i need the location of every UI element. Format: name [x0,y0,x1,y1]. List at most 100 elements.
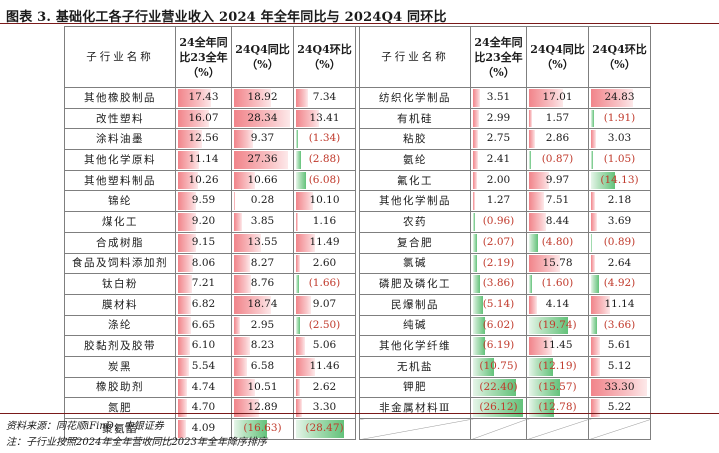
table-row: 其他塑料制品 10.26 10.66 (6.08) 氟化工 2.00 9.97 (14.13) [64,169,651,192]
cell-value: 2.41 [486,153,511,166]
revenue-growth-table: 子行业名称 24全年同比23全年（%） 24Q4同比（%） 24Q4环比（%） … [64,26,651,440]
positive-data-bar [178,357,189,376]
cell-value: 13.55 [247,235,278,248]
cell-value: 5.54 [191,359,216,372]
value-cell: (12.78) [526,397,589,419]
positive-data-bar [234,378,255,397]
cell-value: (16.63) [243,422,282,434]
cell-value: 18.74 [247,297,278,310]
header-q4-qoq-left: 24Q4环比（%） [293,26,356,88]
positive-data-bar [178,192,197,211]
positive-data-bar [529,254,561,273]
value-cell: (1.60) [526,273,589,295]
table-row: 食品及饲料添加剂 8.06 8.27 2.60 氯碱 (2.19) 15.78 2.64 [64,252,651,275]
cell-value: (0.89) [603,235,636,248]
cell-value: 2.18 [607,194,632,207]
value-cell: 4.14 [526,293,589,316]
positive-data-bar [178,233,196,252]
cell-value: 9.37 [250,132,275,145]
cell-value: 17.01 [542,91,573,103]
positive-data-bar [529,109,533,128]
positive-data-bar [473,192,476,211]
value-cell: 8.06 [175,252,232,275]
value-cell: 3.85 [231,211,294,233]
cell-value: (2.50) [308,318,341,331]
negative-data-bar [473,399,523,417]
positive-data-bar [591,89,633,107]
positive-data-bar [296,233,316,252]
subsector-name: 膜材料 [64,293,176,316]
subsector-name: 氯碱 [359,252,471,275]
cell-value: 9.59 [191,194,216,207]
positive-data-bar [178,213,196,231]
value-cell: (1.66) [293,273,356,295]
table-row: 涤纶 6.65 2.95 (2.50) 纯碱 (6.02) (19.74) (3.66) [64,314,651,337]
positive-data-bar [591,130,597,149]
empty-cell [470,418,527,440]
positive-data-bar [234,192,235,211]
value-cell: (1.91) [588,107,651,130]
value-cell: 2.75 [470,128,527,151]
negative-data-bar [473,316,485,335]
cell-value: (10.75) [479,359,518,372]
cell-value: 4.09 [191,422,216,434]
table-row: 橡胶助剂 4.74 10.51 2.62 钾肥 (22.40) (15.57) 33.30 [64,376,651,399]
positive-data-bar [234,254,251,273]
cell-value: 2.62 [312,380,337,393]
value-cell: 1.57 [526,107,589,130]
cell-value: 7.21 [191,277,216,290]
negative-data-bar [473,254,478,273]
value-cell: 11.45 [526,335,589,357]
value-cell: (6.19) [470,335,527,357]
value-cell: (22.40) [470,376,527,399]
cell-value: (2.19) [482,256,515,269]
value-cell: 13.41 [293,107,356,130]
positive-data-bar [296,337,305,355]
negative-data-bar [591,151,593,169]
value-cell: 24.83 [588,87,651,109]
negative-data-bar [591,275,600,293]
value-cell: 12.56 [175,128,232,151]
value-cell: (0.87) [526,149,589,171]
subsector-name: 纺织化学制品 [359,87,471,109]
cell-value: 2.64 [607,256,632,269]
value-cell: 18.92 [231,87,294,109]
subsector-name: 其他化学纤维 [359,335,471,357]
subsector-name: 纯碱 [359,314,471,337]
value-cell: 8.23 [231,335,294,357]
cell-value: 9.15 [191,235,216,248]
positive-data-bar [296,192,313,211]
positive-data-bar [178,295,192,314]
subsector-name: 磷肥及磷化工 [359,273,471,295]
cell-value: (12.78) [538,401,577,414]
positive-data-bar [296,378,301,397]
value-cell: (1.05) [588,149,651,171]
cell-value: 1.16 [312,215,337,228]
table-row: 氮肥 4.70 12.89 3.30 非金属材料Ⅲ (26.12) (12.78) 5.22 [64,397,651,419]
cell-value: (0.87) [541,153,574,166]
negative-data-bar [296,275,299,293]
negative-data-bar [473,378,516,397]
negative-data-bar [473,295,483,314]
cell-value: 3.30 [312,401,337,414]
value-cell: 10.10 [293,190,356,213]
value-cell: 11.46 [293,355,356,378]
subsector-name: 涂料油墨 [64,128,176,151]
cell-value: 11.45 [542,339,573,352]
value-cell: (15.57) [526,376,589,399]
header-name-left: 子行业名称 [64,26,176,88]
negative-data-bar [529,399,555,417]
value-cell: 5.61 [588,335,651,357]
value-cell: 2.18 [588,190,651,213]
value-cell: 3.51 [470,87,527,109]
cell-value: 0.28 [250,194,275,207]
cell-value: (28.47) [305,422,344,434]
value-cell: 18.74 [231,293,294,316]
value-cell: 2.60 [293,252,356,275]
positive-data-bar [296,357,316,376]
positive-data-bar [178,378,188,397]
negative-data-bar [591,109,595,128]
cell-value: 2.60 [312,256,337,269]
value-cell: 4.70 [175,397,232,419]
positive-data-bar [473,151,478,169]
